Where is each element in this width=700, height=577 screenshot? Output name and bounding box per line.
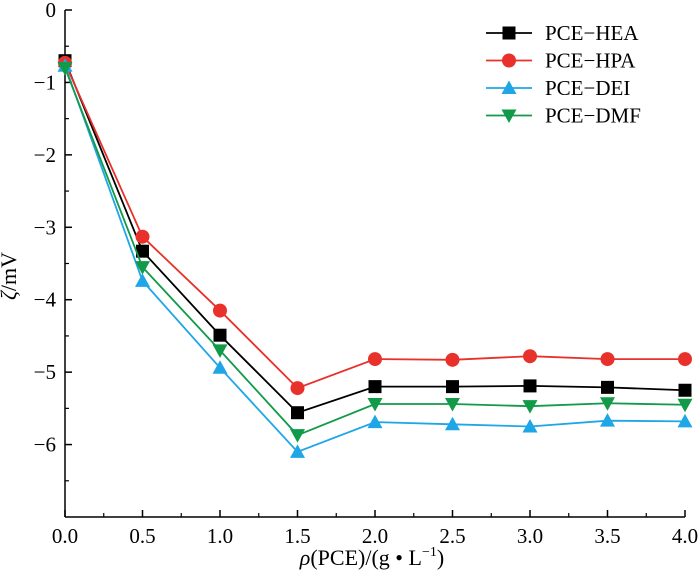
y-axis-title: ζ/mV bbox=[0, 252, 21, 300]
legend-label: PCE−HPA bbox=[545, 49, 636, 73]
legend-entry: PCE−DMF bbox=[486, 104, 641, 128]
y-tick-label: −3 bbox=[34, 215, 56, 239]
data-point bbox=[213, 303, 227, 318]
y-tick-label: −6 bbox=[34, 433, 56, 457]
y-tick-label: −1 bbox=[34, 70, 56, 94]
data-point bbox=[290, 444, 305, 458]
data-point bbox=[135, 273, 150, 287]
x-tick-label: 4.0 bbox=[672, 524, 698, 548]
legend-label: PCE−HEA bbox=[545, 21, 639, 45]
legend-entry: PCE−DEI bbox=[486, 76, 630, 100]
data-point bbox=[445, 416, 460, 431]
data-point bbox=[523, 379, 537, 393]
data-point bbox=[290, 381, 305, 396]
y-tick-label: 0 bbox=[46, 0, 57, 22]
legend-entry: PCE−HPA bbox=[486, 49, 636, 73]
legend: PCE−HEA PCE−HPA PCE−DEI PCE−DMF bbox=[486, 21, 641, 128]
legend-marker bbox=[502, 53, 516, 68]
x-axis-title: ρ(PCE)/(g • L−1) bbox=[299, 545, 444, 570]
x-tick-label: 3.0 bbox=[517, 524, 543, 548]
data-point bbox=[368, 352, 382, 367]
legend-marker bbox=[502, 26, 516, 40]
data-point bbox=[677, 413, 693, 428]
data-point bbox=[522, 418, 538, 433]
x-tick-label: 3.5 bbox=[594, 524, 620, 548]
data-point bbox=[368, 380, 382, 394]
series-2 bbox=[57, 58, 693, 458]
x-tick-label: 1.5 bbox=[284, 524, 310, 548]
axes: 0 −1 −2 −3 −4 −5 −6 0.0 0.5 1.0 1.5 2.0 2.5 3.0 3.5 4.0 bbox=[34, 0, 698, 548]
data-point bbox=[445, 352, 460, 367]
data-point bbox=[523, 349, 537, 364]
legend-label: PCE−DEI bbox=[545, 76, 630, 100]
data-point bbox=[135, 261, 150, 275]
data-point bbox=[600, 352, 615, 367]
data-point bbox=[446, 380, 459, 394]
data-point bbox=[136, 244, 149, 258]
data-point bbox=[290, 429, 305, 443]
data-point bbox=[600, 413, 615, 427]
x-tick-label: 0.5 bbox=[129, 524, 155, 548]
data-point bbox=[367, 398, 383, 412]
x-tick-label: 1.0 bbox=[207, 524, 233, 548]
data-point bbox=[291, 406, 304, 420]
data-point bbox=[367, 414, 383, 429]
y-tick-label: −5 bbox=[34, 360, 56, 384]
data-point bbox=[212, 360, 228, 374]
data-point bbox=[135, 229, 150, 244]
data-point bbox=[678, 352, 692, 367]
data-point bbox=[522, 400, 538, 414]
data-point bbox=[445, 398, 460, 412]
x-tick-label: 2.0 bbox=[362, 524, 388, 548]
y-tick-label: −2 bbox=[34, 143, 56, 167]
data-point bbox=[57, 61, 73, 76]
legend-marker bbox=[501, 80, 517, 94]
data-point bbox=[600, 397, 615, 411]
legend-label: PCE−DMF bbox=[545, 104, 641, 128]
data-point bbox=[213, 328, 227, 342]
legend-marker bbox=[501, 109, 517, 123]
y-tick-label: −4 bbox=[34, 288, 57, 312]
data-point bbox=[601, 380, 614, 394]
x-tick-label: 2.5 bbox=[439, 524, 465, 548]
series-layer bbox=[57, 54, 693, 458]
series-3 bbox=[57, 61, 693, 443]
x-tick-label: 0.0 bbox=[52, 524, 78, 548]
legend-entry: PCE−HEA bbox=[486, 21, 639, 45]
data-point bbox=[678, 383, 692, 397]
data-point bbox=[212, 344, 228, 358]
data-point bbox=[677, 398, 693, 413]
